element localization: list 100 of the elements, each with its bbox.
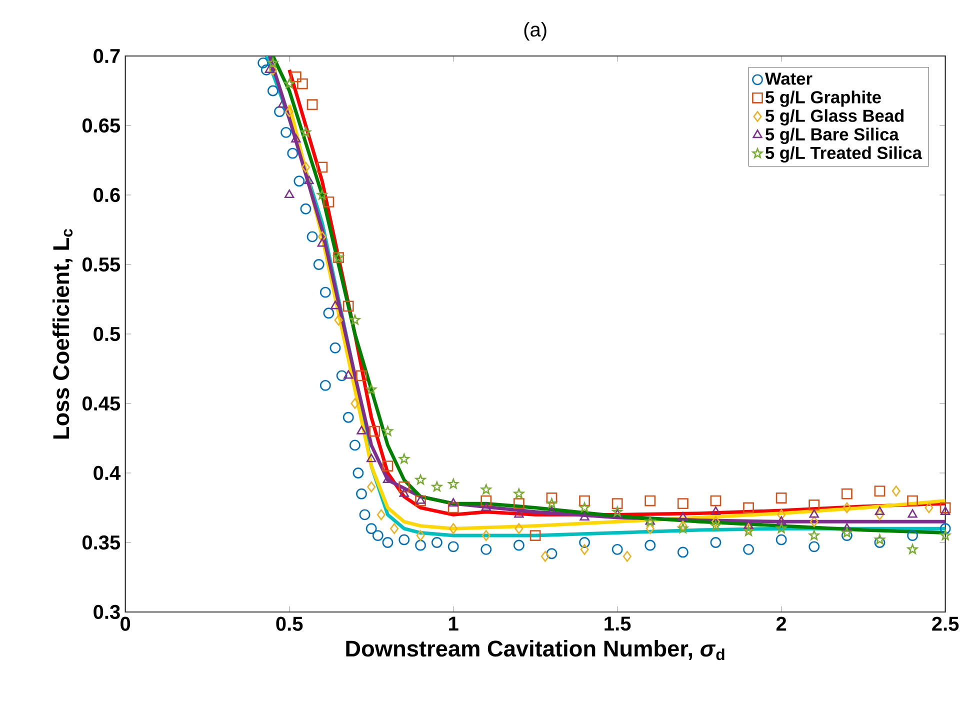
point (678, 523, 688, 534)
point (514, 488, 524, 498)
point (744, 523, 753, 534)
point (359, 509, 370, 520)
y-axis-title: Loss Coefficient, L$_{c}$ (52, 228, 73, 439)
point (711, 516, 720, 528)
point (267, 85, 278, 96)
y-tick-label: 0.45 (82, 396, 120, 411)
point (874, 534, 885, 544)
point (776, 523, 787, 534)
point (644, 540, 656, 551)
point (448, 541, 459, 552)
point (415, 474, 426, 484)
point (300, 203, 312, 214)
point (710, 495, 722, 506)
point (514, 523, 524, 534)
x-tick-label: 2 (776, 616, 786, 631)
point (296, 78, 308, 90)
point (398, 454, 410, 464)
y-tick-label: 0.7 (94, 48, 120, 64)
point (579, 495, 590, 506)
y-tick-label: 0.3 (94, 604, 120, 620)
point (546, 498, 557, 508)
point (940, 523, 951, 534)
point (579, 537, 590, 548)
point (482, 530, 490, 542)
point (580, 512, 590, 521)
point (366, 454, 376, 462)
point (323, 308, 334, 319)
point (612, 506, 623, 516)
point (776, 534, 787, 546)
legend-label: 5 g/L Treated Silica (766, 146, 922, 163)
point (808, 541, 820, 552)
x-tick-label: 2.5 (932, 616, 959, 631)
point (399, 488, 409, 497)
point (291, 134, 301, 142)
point (316, 162, 328, 173)
point (344, 370, 354, 379)
point (612, 498, 623, 510)
y-tick-label: 0.55 (82, 257, 120, 272)
point (431, 537, 442, 548)
point (540, 550, 550, 562)
point (842, 523, 852, 532)
point (330, 342, 341, 354)
point (481, 502, 491, 511)
point (480, 495, 492, 506)
point (284, 78, 295, 88)
point (294, 176, 305, 187)
point (644, 495, 656, 506)
point (382, 460, 394, 472)
point (366, 523, 377, 534)
point (366, 384, 377, 394)
point (875, 509, 884, 520)
point (907, 495, 918, 506)
point (382, 537, 394, 548)
point (678, 512, 688, 521)
point (809, 509, 819, 518)
point (514, 509, 524, 518)
point (320, 286, 331, 298)
point (710, 520, 721, 530)
point (622, 550, 632, 562)
point (285, 106, 294, 118)
point (382, 426, 393, 436)
point (260, 64, 272, 76)
legend-label: 5 g/L Bare Silica (766, 128, 899, 144)
point (646, 523, 654, 534)
point (924, 502, 934, 514)
point (448, 502, 459, 514)
x-tick-label: 0.5 (276, 616, 303, 631)
point (480, 544, 492, 555)
x-axis-title: Downstream Cavitation Number, σ$_{d}$ (346, 640, 724, 660)
point (612, 509, 622, 518)
point (268, 57, 278, 68)
point (398, 534, 410, 546)
point (264, 64, 274, 73)
point (448, 478, 459, 489)
point (810, 516, 818, 528)
y-tick-label: 0.5 (94, 326, 120, 342)
point (874, 537, 886, 548)
point (336, 370, 348, 382)
point (416, 495, 426, 504)
point (390, 523, 399, 534)
point (530, 530, 541, 542)
point (808, 499, 820, 510)
point (287, 148, 298, 159)
point (356, 426, 366, 434)
point (290, 71, 302, 82)
legend-label: 5 g/L Glass Bead (766, 109, 904, 126)
point (398, 481, 410, 492)
point (432, 481, 442, 492)
point (356, 370, 367, 382)
point (280, 126, 292, 138)
point (268, 64, 278, 76)
point (513, 540, 524, 551)
point (710, 506, 721, 515)
point (448, 498, 458, 507)
point (940, 506, 950, 515)
point (416, 530, 425, 542)
point (320, 380, 331, 391)
point (350, 398, 360, 409)
